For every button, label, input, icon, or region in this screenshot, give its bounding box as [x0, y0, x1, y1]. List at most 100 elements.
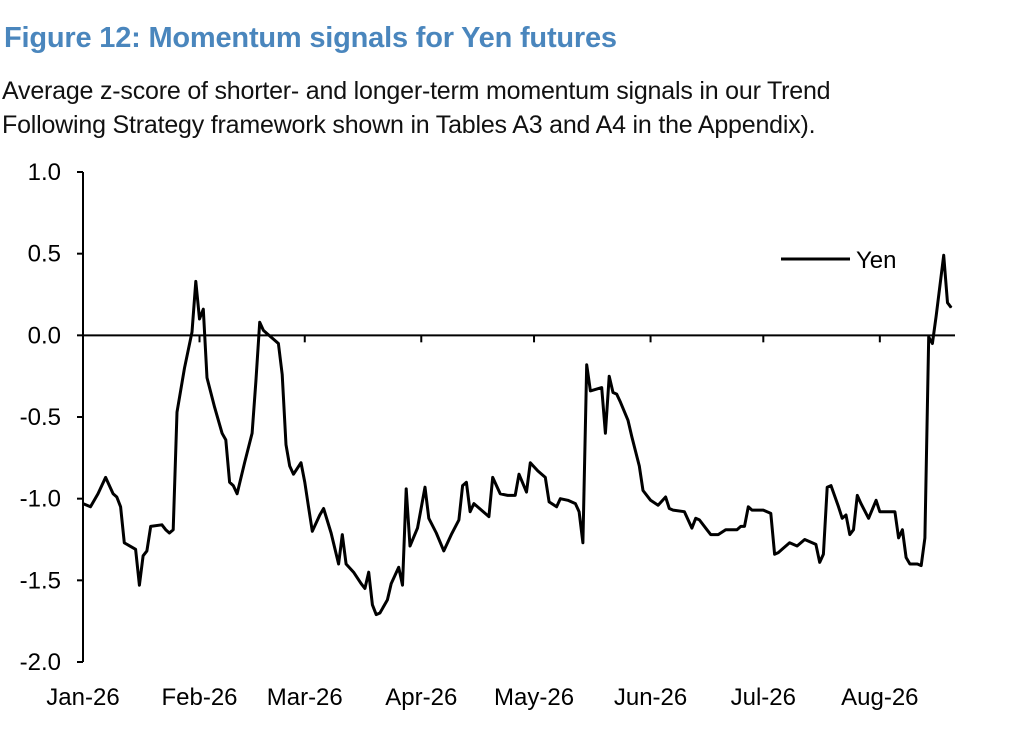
data-point — [229, 481, 231, 483]
data-point — [665, 496, 667, 498]
data-point — [225, 439, 227, 441]
data-point — [841, 517, 843, 519]
data-point — [379, 612, 381, 614]
series-layer — [82, 253, 953, 617]
data-point — [774, 553, 776, 555]
data-point — [266, 333, 268, 335]
data-point — [935, 315, 937, 317]
data-point — [947, 302, 948, 304]
data-point — [168, 532, 170, 534]
y-tick-label: 1.0 — [28, 159, 61, 186]
data-point — [450, 534, 452, 536]
data-point — [916, 563, 918, 565]
data-point — [567, 499, 569, 501]
data-point — [868, 517, 870, 519]
data-point — [259, 321, 261, 323]
data-point — [751, 509, 753, 511]
data-point — [274, 339, 276, 341]
data-point — [244, 462, 246, 464]
data-point — [251, 432, 253, 434]
data-point — [668, 508, 670, 509]
data-point — [717, 534, 719, 536]
data-point — [559, 498, 561, 500]
subtitle-line-2: Following Strategy framework shown in Ta… — [2, 111, 816, 139]
subtitle-line-1: Average z-score of shorter- and longer-t… — [2, 77, 831, 105]
x-tick-label: Jan-26 — [46, 684, 119, 711]
data-point — [371, 604, 373, 606]
data-point — [856, 494, 858, 496]
data-point — [424, 486, 426, 488]
data-point — [616, 393, 618, 395]
data-point — [364, 588, 366, 589]
data-point — [620, 401, 621, 403]
data-point — [492, 476, 494, 478]
data-point — [473, 503, 475, 505]
data-point — [146, 550, 148, 552]
data-point — [612, 392, 614, 393]
x-axis: Jan-26 Feb-26 Mar-26 Apr-26 May-26 Jun-26 Jul-… — [46, 334, 955, 711]
x-tick-label: Jul-26 — [731, 684, 796, 711]
data-point — [901, 529, 903, 531]
data-point — [698, 519, 700, 521]
data-point — [796, 545, 798, 547]
y-tick-label: -0.5 — [20, 404, 61, 431]
data-point — [236, 493, 238, 495]
data-point — [586, 364, 588, 366]
data-point — [304, 481, 306, 483]
data-point — [176, 411, 178, 413]
data-point — [191, 331, 193, 333]
data-point — [924, 537, 926, 539]
data-point — [589, 390, 591, 392]
x-tick-label: Apr-26 — [385, 684, 457, 711]
x-tick-label: Feb-26 — [161, 684, 237, 711]
data-point — [375, 614, 377, 616]
data-point — [116, 496, 118, 498]
data-point — [184, 367, 185, 369]
data-point — [435, 532, 437, 534]
data-point — [341, 534, 343, 536]
data-point — [950, 307, 952, 309]
data-point — [462, 485, 464, 487]
data-point — [214, 406, 216, 408]
data-point — [811, 542, 813, 544]
data-point — [386, 599, 388, 601]
data-point — [747, 506, 749, 508]
data-point — [544, 476, 546, 478]
data-point — [308, 506, 309, 508]
data-point — [289, 465, 291, 467]
data-point — [582, 542, 584, 544]
data-point — [165, 529, 167, 531]
data-point — [608, 375, 610, 377]
data-point — [123, 542, 125, 544]
data-point — [281, 374, 283, 375]
data-point — [638, 465, 640, 467]
data-point — [458, 519, 460, 521]
data-point — [683, 511, 685, 513]
data-point — [353, 571, 355, 573]
data-point — [480, 509, 482, 511]
data-point — [172, 529, 174, 531]
data-point — [330, 532, 332, 534]
x-tick-label: Aug-26 — [841, 684, 918, 711]
data-point — [255, 380, 257, 382]
data-point — [90, 506, 91, 508]
data-point — [740, 525, 742, 527]
data-point — [838, 506, 839, 508]
data-point — [781, 548, 783, 550]
data-point — [601, 387, 603, 389]
data-point — [789, 542, 791, 544]
data-point — [405, 488, 407, 490]
data-point — [221, 432, 223, 434]
data-point — [443, 550, 445, 552]
data-point — [323, 508, 325, 509]
data-point — [710, 534, 712, 536]
data-point — [650, 499, 652, 501]
y-tick-label: 0.0 — [28, 322, 61, 349]
data-point — [905, 557, 907, 558]
legend: Yen — [781, 247, 897, 274]
data-point — [777, 552, 779, 554]
data-point — [293, 473, 294, 475]
data-point — [883, 511, 885, 513]
data-point — [112, 493, 114, 495]
data-point — [300, 462, 302, 464]
